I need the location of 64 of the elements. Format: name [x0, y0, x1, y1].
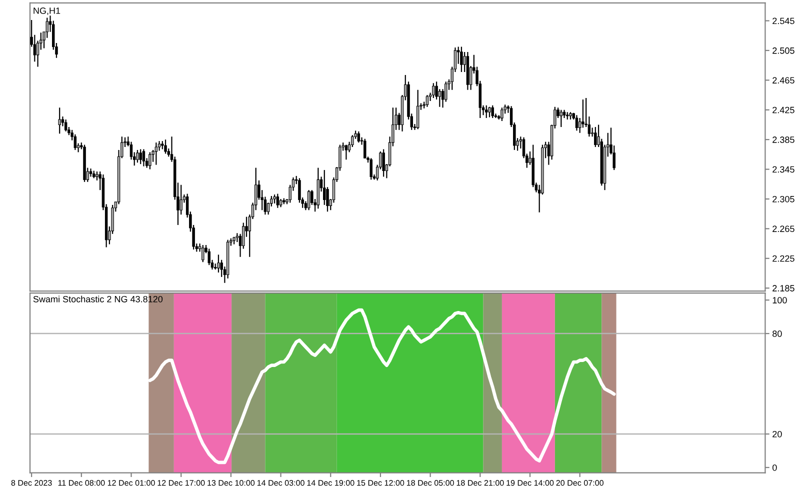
- x-tick-label: 8 Dec 2023: [11, 480, 52, 486]
- candlestick: [136, 149, 139, 164]
- candlestick: [148, 152, 152, 170]
- chart-title: NG,H1: [34, 8, 60, 15]
- candlestick: [64, 118, 68, 132]
- candlestick: [491, 104, 494, 119]
- y-tick-label: 100: [772, 297, 787, 304]
- x-tick-label: 13 Dec 10:00: [208, 480, 255, 486]
- line-series: [148, 308, 616, 464]
- candlestick: [142, 148, 146, 167]
- candlestick: [560, 109, 563, 128]
- x-tick-label: 15 Dec 12:00: [357, 480, 404, 486]
- candlestick: [208, 248, 210, 266]
- candlestick: [582, 98, 584, 128]
- y-tick-label: 2.545: [772, 18, 794, 24]
- x-tick-label: 14 Dec 03:00: [257, 480, 304, 486]
- y-tick-label: 2.385: [772, 136, 794, 143]
- y-tick-label: 80: [772, 330, 782, 337]
- candlestick: [416, 89, 420, 130]
- y-tick-label: 2.345: [772, 166, 794, 173]
- candlestick: [344, 144, 348, 160]
- candlestick: [46, 17, 49, 38]
- candlestick: [370, 158, 372, 180]
- y-tick-label: 0: [772, 464, 777, 471]
- y-tick-label: 2.225: [772, 255, 794, 262]
- y-tick-label: 2.425: [772, 106, 794, 114]
- candlestick: [357, 130, 360, 144]
- y-tick-label: 2.465: [772, 77, 794, 84]
- x-tick-label: 18 Dec 21:00: [456, 480, 504, 486]
- x-tick-label: 12 Dec 17:00: [158, 480, 205, 486]
- candlestick: [426, 94, 429, 108]
- candlestick: [364, 138, 366, 159]
- chart-title: Swami Stochastic 2 NG 43.8120: [33, 296, 163, 302]
- y-tick-label: 2.505: [772, 47, 794, 54]
- candlestick: [438, 88, 442, 108]
- y-tick-label: 20: [772, 430, 782, 438]
- candlestick: [58, 107, 61, 134]
- candlestick: [382, 148, 385, 178]
- x-tick-label: 18 Dec 05:00: [406, 480, 454, 486]
- y-tick-label: 2.185: [772, 285, 794, 292]
- candlestick: [154, 142, 158, 166]
- candlestick: [488, 106, 491, 118]
- x-tick-label: 11 Dec 08:00: [58, 480, 105, 486]
- candlestick: [485, 104, 488, 119]
- candlestick: [74, 134, 77, 151]
- candlestick: [351, 134, 354, 148]
- x-tick-label: 12 Dec 01:00: [108, 480, 155, 486]
- candlestick: [217, 254, 220, 274]
- y-tick-label: 2.305: [772, 196, 794, 202]
- candlestick: [500, 107, 504, 122]
- candlestick: [432, 82, 435, 99]
- candlestick: [164, 139, 167, 154]
- x-tick-label: 20 Dec 07:00: [556, 480, 604, 486]
- candlestick: [307, 190, 310, 211]
- y-tick-label: 2.265: [772, 226, 794, 232]
- x-tick-label: 14 Dec 19:00: [307, 480, 354, 486]
- candlestick: [575, 114, 578, 132]
- candlestick: [139, 148, 142, 165]
- x-tick-label: 19 Dec 14:00: [506, 480, 554, 486]
- candlestick: [202, 244, 204, 263]
- candlestick: [460, 46, 463, 73]
- candlestick: [276, 193, 280, 208]
- candlestick: [180, 184, 182, 216]
- candlestick: [594, 126, 597, 148]
